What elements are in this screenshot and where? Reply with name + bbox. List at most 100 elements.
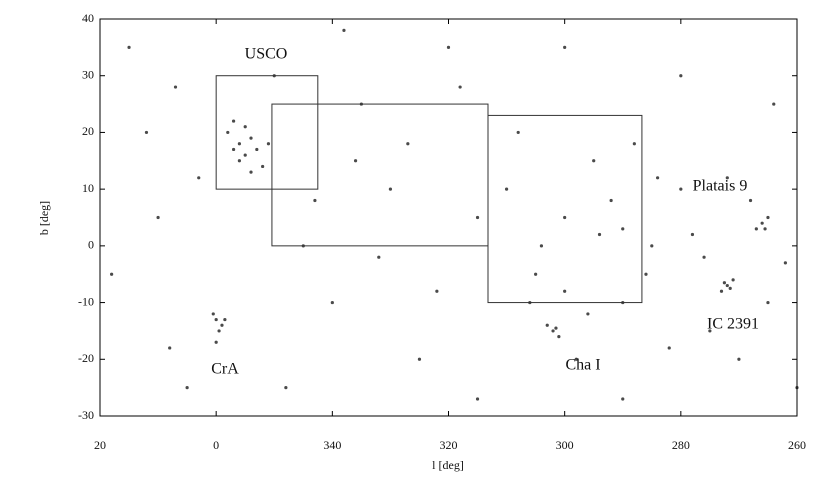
point bbox=[504, 187, 509, 191]
point bbox=[592, 159, 596, 163]
point bbox=[679, 74, 683, 78]
plot-frame bbox=[99, 18, 798, 417]
point bbox=[516, 130, 520, 135]
point bbox=[475, 215, 480, 220]
annotation: USCO bbox=[245, 46, 288, 63]
y-axis-label: b [deg] bbox=[37, 201, 51, 235]
point bbox=[255, 147, 259, 152]
point bbox=[243, 125, 247, 129]
point bbox=[342, 28, 346, 32]
point bbox=[249, 170, 253, 174]
point bbox=[539, 244, 544, 248]
point bbox=[475, 397, 480, 401]
point bbox=[563, 45, 567, 49]
point bbox=[284, 386, 288, 390]
annotations: USCO Platais 9 IC 2391 Cha I CrA bbox=[211, 46, 759, 378]
point bbox=[446, 45, 451, 49]
point bbox=[417, 357, 422, 361]
point bbox=[551, 329, 555, 333]
points bbox=[110, 28, 799, 401]
point bbox=[220, 323, 224, 327]
annotation: Cha I bbox=[565, 357, 600, 374]
point bbox=[656, 176, 660, 180]
point bbox=[563, 289, 567, 293]
point bbox=[783, 261, 787, 265]
point bbox=[632, 142, 636, 146]
point bbox=[237, 159, 241, 163]
point bbox=[313, 198, 317, 203]
point bbox=[226, 130, 230, 135]
x-tick-label: 340 bbox=[323, 438, 341, 452]
y-tick-label: -30 bbox=[78, 408, 94, 422]
y-tick-label: 20 bbox=[82, 124, 94, 138]
point bbox=[249, 136, 253, 140]
point bbox=[702, 255, 706, 259]
region-box bbox=[271, 103, 489, 247]
y-tick-label: 0 bbox=[88, 238, 94, 252]
x-tick-label: 320 bbox=[440, 438, 458, 452]
point bbox=[353, 159, 358, 163]
point bbox=[388, 187, 393, 191]
point bbox=[621, 397, 625, 401]
point bbox=[754, 227, 758, 231]
point bbox=[185, 386, 189, 390]
point bbox=[728, 286, 732, 290]
point bbox=[217, 329, 221, 333]
point bbox=[266, 142, 271, 146]
point bbox=[644, 272, 648, 276]
point bbox=[545, 323, 549, 327]
point bbox=[406, 142, 410, 146]
point bbox=[725, 283, 729, 288]
point bbox=[586, 312, 590, 316]
point bbox=[243, 153, 247, 157]
point bbox=[534, 272, 538, 276]
point bbox=[197, 176, 201, 180]
y-tick-label: 40 bbox=[82, 11, 94, 25]
point bbox=[708, 329, 712, 333]
point bbox=[731, 278, 735, 282]
x-axis-label: l [deg] bbox=[432, 458, 464, 472]
point bbox=[458, 85, 462, 89]
point bbox=[168, 346, 172, 350]
x-tick-label: 260 bbox=[788, 438, 806, 452]
point bbox=[156, 215, 160, 220]
y-tick-label: -10 bbox=[78, 294, 94, 308]
point bbox=[748, 198, 753, 203]
annotation: IC 2391 bbox=[707, 316, 759, 333]
point bbox=[563, 215, 567, 220]
point bbox=[722, 281, 726, 285]
point bbox=[609, 198, 613, 203]
x-tick-label: 300 bbox=[556, 438, 574, 452]
point bbox=[621, 227, 625, 231]
region-box bbox=[215, 75, 319, 190]
point bbox=[557, 335, 561, 339]
point bbox=[679, 187, 683, 191]
point bbox=[231, 119, 236, 123]
x-tick-label: 20 bbox=[94, 438, 106, 452]
region-box bbox=[487, 114, 643, 304]
point bbox=[127, 45, 131, 49]
annotation: Platais 9 bbox=[693, 178, 748, 195]
y-tick-label: 30 bbox=[82, 67, 94, 81]
point bbox=[763, 227, 767, 231]
x-tick-label: 280 bbox=[672, 438, 690, 452]
point bbox=[650, 244, 654, 248]
x-tick-label: 0 bbox=[213, 438, 219, 452]
point bbox=[330, 300, 334, 305]
point bbox=[766, 300, 770, 305]
point bbox=[435, 289, 439, 293]
point bbox=[719, 289, 724, 293]
point bbox=[690, 232, 695, 237]
point bbox=[110, 272, 114, 276]
point bbox=[725, 176, 729, 180]
point bbox=[223, 317, 227, 322]
point bbox=[173, 85, 178, 89]
point bbox=[237, 142, 241, 146]
point bbox=[667, 346, 671, 350]
point bbox=[211, 312, 215, 316]
point bbox=[214, 340, 218, 344]
point bbox=[231, 147, 236, 152]
annotation: CrA bbox=[211, 361, 239, 378]
point bbox=[760, 221, 764, 225]
